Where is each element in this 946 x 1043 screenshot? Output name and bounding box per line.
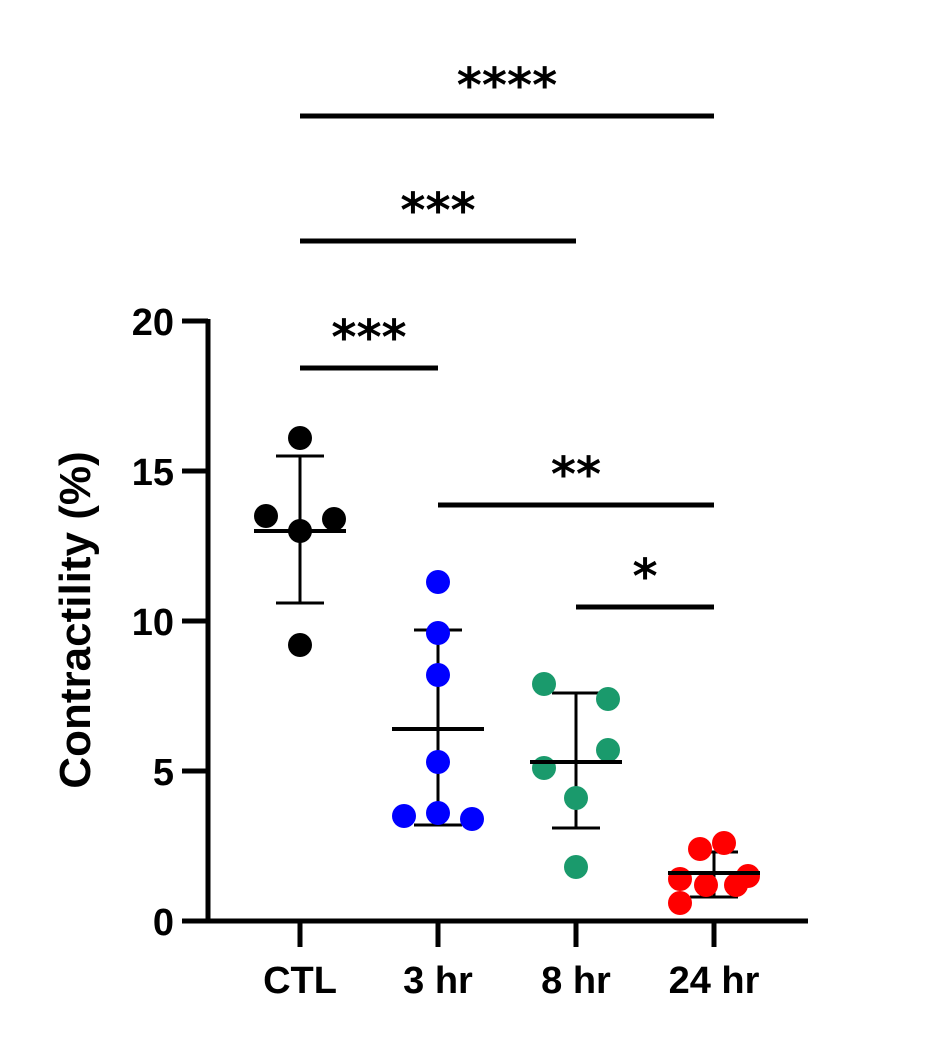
data-point (668, 867, 692, 891)
data-point (724, 873, 748, 897)
y-tick-label: 20 (132, 302, 174, 344)
significance-bracket: * (576, 549, 714, 610)
data-point (460, 807, 484, 831)
y-tick-label: 10 (132, 602, 174, 644)
x-tick-label: 3 hr (403, 960, 473, 1002)
data-point (564, 786, 588, 810)
data-point (596, 738, 620, 762)
significance-label: * (632, 549, 657, 605)
significance-label: **** (457, 58, 557, 114)
data-point (564, 855, 588, 879)
group-24-hr (668, 831, 760, 915)
group-3-hr (392, 570, 484, 831)
data-point (694, 873, 718, 897)
significance-brackets: ************* (300, 58, 714, 610)
data-point (426, 801, 450, 825)
y-tick-label: 0 (153, 902, 174, 944)
significance-bracket: **** (300, 58, 714, 119)
data-point (426, 663, 450, 687)
data-point (668, 891, 692, 915)
significance-label: *** (400, 183, 475, 239)
significance-bracket: *** (300, 310, 438, 371)
x-tick-label: 24 hr (669, 960, 760, 1002)
data-point (426, 570, 450, 594)
data-point (532, 672, 556, 696)
axes: 0 5 10 15 20 CTL 3 hr 8 hr 24 hr (132, 302, 808, 1002)
x-tick-label: 8 hr (541, 960, 611, 1002)
data-point (596, 687, 620, 711)
y-axis-label: Contractility (%) (51, 451, 100, 788)
data-point (288, 633, 312, 657)
x-tick-label: CTL (263, 960, 337, 1002)
y-tick-label: 5 (153, 752, 174, 794)
data-point (254, 504, 278, 528)
significance-bracket: ** (438, 447, 714, 508)
group-ctl (254, 426, 346, 657)
data-point (688, 837, 712, 861)
data-point (426, 750, 450, 774)
significance-bracket: *** (300, 183, 576, 244)
significance-label: ** (551, 447, 601, 503)
significance-label: *** (331, 310, 406, 366)
data-point (288, 426, 312, 450)
data-point (426, 621, 450, 645)
data-point (532, 756, 556, 780)
data-point (392, 804, 416, 828)
y-tick-label: 15 (132, 452, 174, 494)
data-point (322, 507, 346, 531)
data-point (712, 831, 736, 855)
group-8-hr (530, 672, 622, 879)
data-groups (254, 426, 760, 915)
